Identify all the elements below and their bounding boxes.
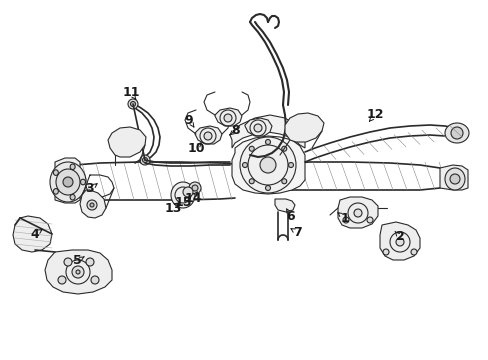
Text: 12: 12 [366, 108, 383, 122]
Ellipse shape [260, 157, 275, 173]
Ellipse shape [87, 200, 97, 210]
Text: 11: 11 [122, 86, 140, 99]
Ellipse shape [86, 258, 94, 266]
Ellipse shape [53, 189, 58, 194]
Polygon shape [215, 108, 242, 126]
Ellipse shape [395, 238, 403, 246]
Ellipse shape [450, 127, 462, 139]
Text: 3: 3 [85, 183, 94, 195]
Ellipse shape [58, 276, 66, 284]
Polygon shape [108, 127, 146, 157]
Ellipse shape [249, 146, 254, 151]
Polygon shape [55, 158, 80, 203]
Ellipse shape [240, 137, 295, 193]
Ellipse shape [410, 249, 416, 255]
Ellipse shape [76, 270, 80, 274]
Ellipse shape [70, 194, 75, 200]
Polygon shape [80, 190, 106, 218]
Ellipse shape [50, 162, 86, 202]
Ellipse shape [203, 132, 212, 140]
Text: 4: 4 [31, 228, 40, 240]
Ellipse shape [130, 102, 135, 107]
Polygon shape [379, 222, 419, 260]
Ellipse shape [353, 209, 361, 217]
Ellipse shape [63, 177, 73, 187]
Text: 14: 14 [184, 192, 202, 204]
Ellipse shape [253, 124, 262, 132]
Text: 5: 5 [73, 255, 81, 267]
Text: 1: 1 [340, 211, 348, 225]
Ellipse shape [265, 185, 270, 190]
Ellipse shape [90, 203, 94, 207]
Ellipse shape [281, 146, 286, 151]
Ellipse shape [249, 179, 254, 184]
Polygon shape [285, 113, 324, 142]
Text: 15: 15 [174, 197, 191, 210]
Ellipse shape [342, 217, 348, 223]
Polygon shape [244, 118, 271, 136]
Ellipse shape [70, 164, 75, 170]
Ellipse shape [72, 266, 84, 278]
Ellipse shape [183, 187, 193, 197]
Ellipse shape [382, 249, 388, 255]
Ellipse shape [142, 158, 147, 162]
Text: 8: 8 [231, 123, 240, 136]
Ellipse shape [366, 217, 372, 223]
Ellipse shape [53, 170, 58, 175]
Polygon shape [229, 115, 305, 148]
Ellipse shape [171, 182, 195, 208]
Text: 9: 9 [184, 113, 193, 126]
Text: 13: 13 [164, 202, 182, 215]
Ellipse shape [81, 179, 85, 185]
Ellipse shape [192, 185, 198, 191]
Ellipse shape [444, 168, 464, 190]
Ellipse shape [242, 162, 247, 167]
Text: 2: 2 [395, 230, 404, 243]
Ellipse shape [281, 179, 286, 184]
Ellipse shape [91, 276, 99, 284]
Ellipse shape [64, 258, 72, 266]
Ellipse shape [56, 169, 80, 195]
Polygon shape [13, 216, 52, 252]
Polygon shape [337, 197, 377, 228]
Polygon shape [195, 126, 222, 144]
Polygon shape [439, 165, 467, 190]
Ellipse shape [140, 155, 150, 165]
Text: 6: 6 [286, 210, 295, 222]
Ellipse shape [189, 182, 201, 194]
Ellipse shape [444, 123, 468, 143]
Polygon shape [231, 136, 305, 194]
Ellipse shape [265, 139, 270, 144]
Ellipse shape [128, 99, 138, 109]
Polygon shape [274, 199, 294, 212]
Text: 10: 10 [187, 141, 204, 154]
Polygon shape [45, 250, 112, 294]
Text: 7: 7 [293, 226, 302, 239]
Ellipse shape [288, 162, 293, 167]
Ellipse shape [224, 114, 231, 122]
Ellipse shape [449, 174, 459, 184]
